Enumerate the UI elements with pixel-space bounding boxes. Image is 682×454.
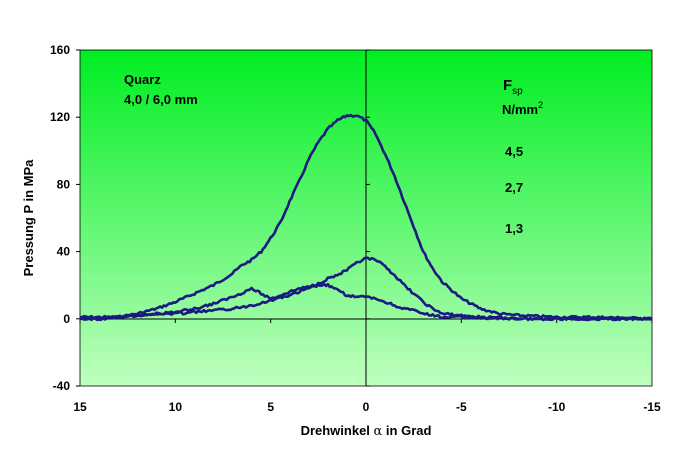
x-tick-label: -5 — [456, 400, 467, 414]
legend-entry-1: 4,5 — [505, 144, 523, 159]
y-tick-label: 160 — [50, 43, 70, 57]
x-tick-label: -15 — [643, 400, 661, 414]
y-tick-label: 40 — [57, 245, 71, 259]
y-axis-ticks: -40 0 40 80 120 160 — [50, 43, 370, 393]
x-axis-title-suffix: in Grad — [382, 423, 431, 438]
x-tick-label: 0 — [363, 400, 370, 414]
legend-title: Fsp — [503, 77, 523, 97]
y-axis-title: Pressung P in MPa — [21, 159, 36, 277]
series-line-3 — [79, 282, 653, 322]
annotation-dimensions: 4,0 / 6,0 mm — [124, 92, 198, 107]
series-group — [79, 113, 653, 322]
annotation-material: Quarz — [124, 72, 161, 87]
y-tick-label: -40 — [53, 379, 71, 393]
legend-unit: N/mm2 — [502, 100, 543, 117]
x-axis-title: Drehwinkel α in Grad — [301, 423, 432, 439]
y-tick-label: 80 — [57, 177, 71, 191]
legend-entry-2: 2,7 — [505, 180, 523, 195]
y-tick-label: 120 — [50, 110, 70, 124]
x-tick-label: -10 — [548, 400, 566, 414]
legend-title-sub: sp — [512, 86, 523, 97]
legend-entry-3: 1,3 — [505, 221, 523, 236]
y-tick-label: 0 — [63, 312, 70, 326]
x-tick-label: 15 — [73, 400, 87, 414]
x-tick-label: 10 — [169, 400, 183, 414]
x-axis-title-symbol: α — [374, 424, 383, 439]
legend-unit-main: N/mm — [502, 102, 538, 117]
x-tick-label: 5 — [267, 400, 274, 414]
x-axis-title-prefix: Drehwinkel — [301, 423, 374, 438]
x-axis-ticks: 15 10 5 0 -5 -10 -15 — [73, 319, 661, 414]
legend-title-main: F — [503, 77, 512, 94]
legend-unit-sup: 2 — [538, 100, 543, 110]
